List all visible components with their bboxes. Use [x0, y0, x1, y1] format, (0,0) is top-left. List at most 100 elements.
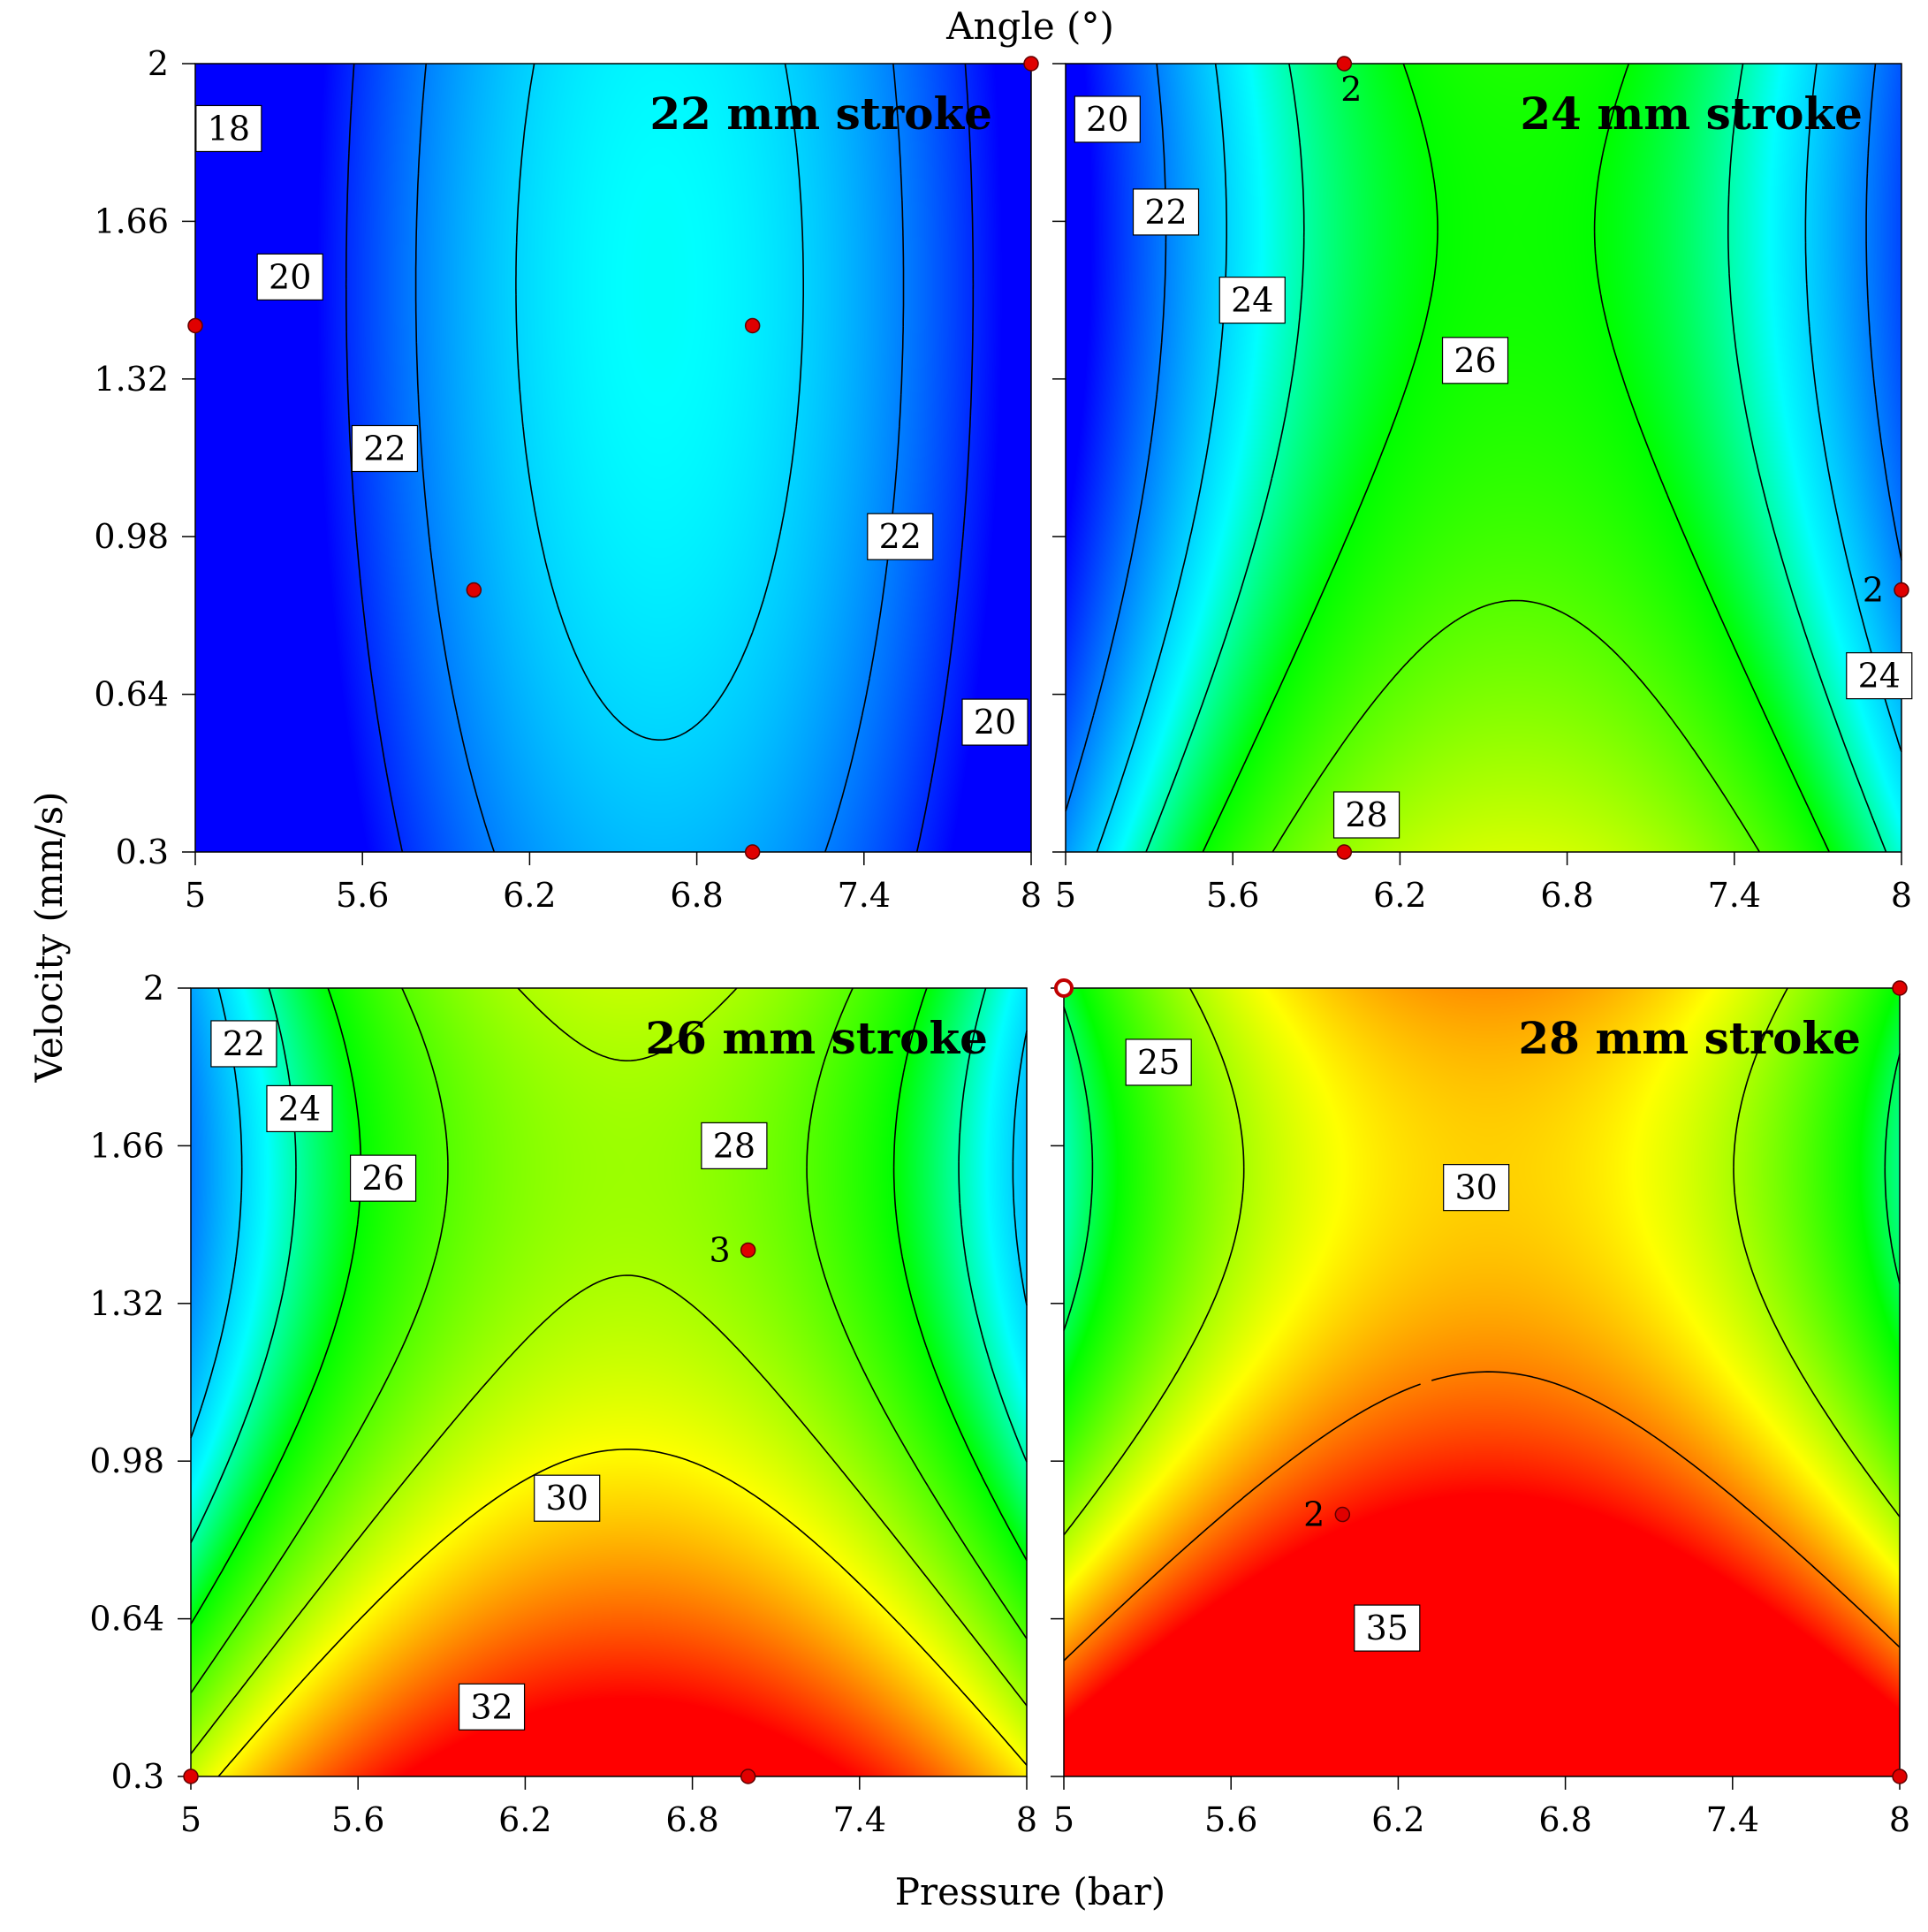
y-tick-label: 0.64 [94, 675, 169, 714]
contour-label-18: 18 [195, 104, 262, 153]
contour-label-22: 22 [210, 1020, 277, 1068]
svg-text:26: 26 [361, 1159, 404, 1198]
contour-label-30: 30 [534, 1474, 601, 1522]
contour-line-28 [1271, 599, 1760, 853]
svg-text:32: 32 [470, 1687, 512, 1726]
design-point: 2 [1336, 56, 1362, 109]
y-tick-label: 0.3 [111, 1757, 164, 1796]
top-title: Angle (°) [945, 4, 1114, 48]
svg-text:25: 25 [1137, 1043, 1180, 1082]
contour-line-24 [1145, 63, 1887, 853]
x-tick-label: 6.2 [1373, 876, 1426, 915]
x-tick-label: 5.6 [1206, 876, 1259, 915]
design-point [466, 582, 482, 598]
design-point [744, 317, 761, 334]
panel-title: 26 mm stroke [645, 1012, 988, 1064]
contour-label-28: 28 [701, 1122, 768, 1170]
x-tick-label: 6.8 [1540, 876, 1593, 915]
x-tick-label: 8 [1021, 876, 1042, 915]
contour-line-22 [1096, 63, 1902, 853]
svg-text:20: 20 [1086, 100, 1128, 139]
design-point-label: 2 [1863, 571, 1884, 610]
y-tick-label: 1.66 [89, 1126, 164, 1165]
y-tick-label: 2 [148, 44, 169, 83]
y-tick-label: 1.66 [94, 202, 169, 240]
panel-title: 22 mm stroke [649, 87, 992, 140]
panel-4: 5 5.6 6.2 6.8 7.4 8 28 mm stroke 25 30 35 2 [1051, 978, 1910, 1839]
design-point-label: 2 [1303, 1495, 1325, 1534]
design-point: 2 [1863, 571, 1909, 610]
heatmap-surface [1064, 988, 1900, 1776]
svg-text:30: 30 [1455, 1168, 1498, 1207]
x-tick-label: 7.4 [833, 1800, 886, 1839]
svg-text:28: 28 [713, 1126, 755, 1165]
contour-line-22 [515, 63, 804, 741]
contour-label-20: 20 [256, 253, 323, 300]
design-point [1023, 56, 1039, 72]
x-tick-label: 8 [1889, 1800, 1910, 1839]
svg-text:24: 24 [1858, 657, 1901, 696]
y-tick-label: 0.3 [116, 833, 169, 871]
plot-frame [1065, 63, 1902, 853]
plot-frame [194, 63, 1032, 853]
contour-label-25: 25 [1125, 1038, 1192, 1086]
contour-line-30 [190, 987, 1028, 1754]
x-tick-label: 5 [180, 1800, 201, 1839]
x-tick-label: 6.2 [498, 1800, 551, 1839]
design-point [1892, 980, 1908, 996]
y-axis-title: Velocity (mm/s) [27, 791, 71, 1083]
svg-text:18: 18 [208, 109, 250, 148]
design-point [744, 844, 761, 860]
contour-line-20 [414, 63, 905, 853]
y-tick-label: 0.64 [89, 1600, 164, 1639]
x-tick-label: 6.2 [1371, 1800, 1424, 1839]
contour-label-30: 30 [1443, 1164, 1510, 1212]
y-tick-label: 2 [143, 969, 164, 1008]
x-tick-label: 6.8 [670, 876, 723, 915]
contour-label-22: 22 [351, 424, 419, 473]
contour-label-22: 22 [1132, 188, 1200, 236]
heatmap-surface [1066, 64, 1901, 852]
svg-text:35: 35 [1366, 1609, 1408, 1647]
contour-label-24: 24 [1218, 277, 1286, 324]
x-tick-label: 6.2 [503, 876, 556, 915]
x-tick-label: 6.8 [665, 1800, 718, 1839]
contour-label-28: 28 [1332, 791, 1400, 839]
design-point [183, 1768, 199, 1784]
contour-label-26: 26 [349, 1154, 417, 1202]
panels: 5 5.6 6.2 6.8 7.4 8 0.3 0.64 0.98 1.32 1.66 2 22 mm … [89, 44, 1913, 1839]
x-tick-label: 7.4 [1708, 876, 1761, 915]
panel-1: 5 5.6 6.2 6.8 7.4 8 0.3 0.64 0.98 1.32 1.66 2 22 mm … [94, 44, 1042, 915]
contour-label-20: 20 [961, 698, 1029, 746]
y-tick-label: 1.32 [94, 360, 169, 399]
x-tick-label: 5 [1055, 876, 1076, 915]
svg-text:22: 22 [363, 430, 406, 468]
svg-text:24: 24 [1231, 281, 1273, 320]
x-tick-label: 8 [1016, 1800, 1037, 1839]
x-tick-label: 5.6 [336, 876, 389, 915]
x-tick-label: 5.6 [1204, 1800, 1257, 1839]
svg-text:24: 24 [278, 1089, 321, 1128]
svg-text:22: 22 [223, 1024, 265, 1063]
contour-label-20: 20 [1074, 95, 1141, 143]
svg-text:22: 22 [879, 517, 922, 556]
panel-title: 28 mm stroke [1518, 1012, 1861, 1064]
y-tick-label: 1.32 [89, 1284, 164, 1323]
contour-label-24: 24 [266, 1084, 333, 1133]
svg-text:20: 20 [974, 703, 1016, 742]
contour-label-32: 32 [458, 1683, 526, 1730]
contour-label-26: 26 [1441, 337, 1509, 384]
panel-3: 5 5.6 6.2 6.8 7.4 8 0.3 0.64 0.98 1.32 1.66 2 26 mm … [89, 969, 1037, 1839]
heatmap-surface [195, 64, 1031, 852]
contour-line-24 [190, 987, 1028, 1544]
svg-text:22: 22 [1144, 193, 1187, 232]
design-point: 2 [1303, 1495, 1351, 1534]
design-point-label: 2 [1340, 70, 1362, 109]
y-tick-label: 0.98 [94, 517, 169, 556]
design-point [1054, 978, 1074, 998]
contour-line-26 [1202, 63, 1830, 853]
x-tick-label: 5.6 [331, 1800, 384, 1839]
contour-line-18 [345, 63, 975, 853]
